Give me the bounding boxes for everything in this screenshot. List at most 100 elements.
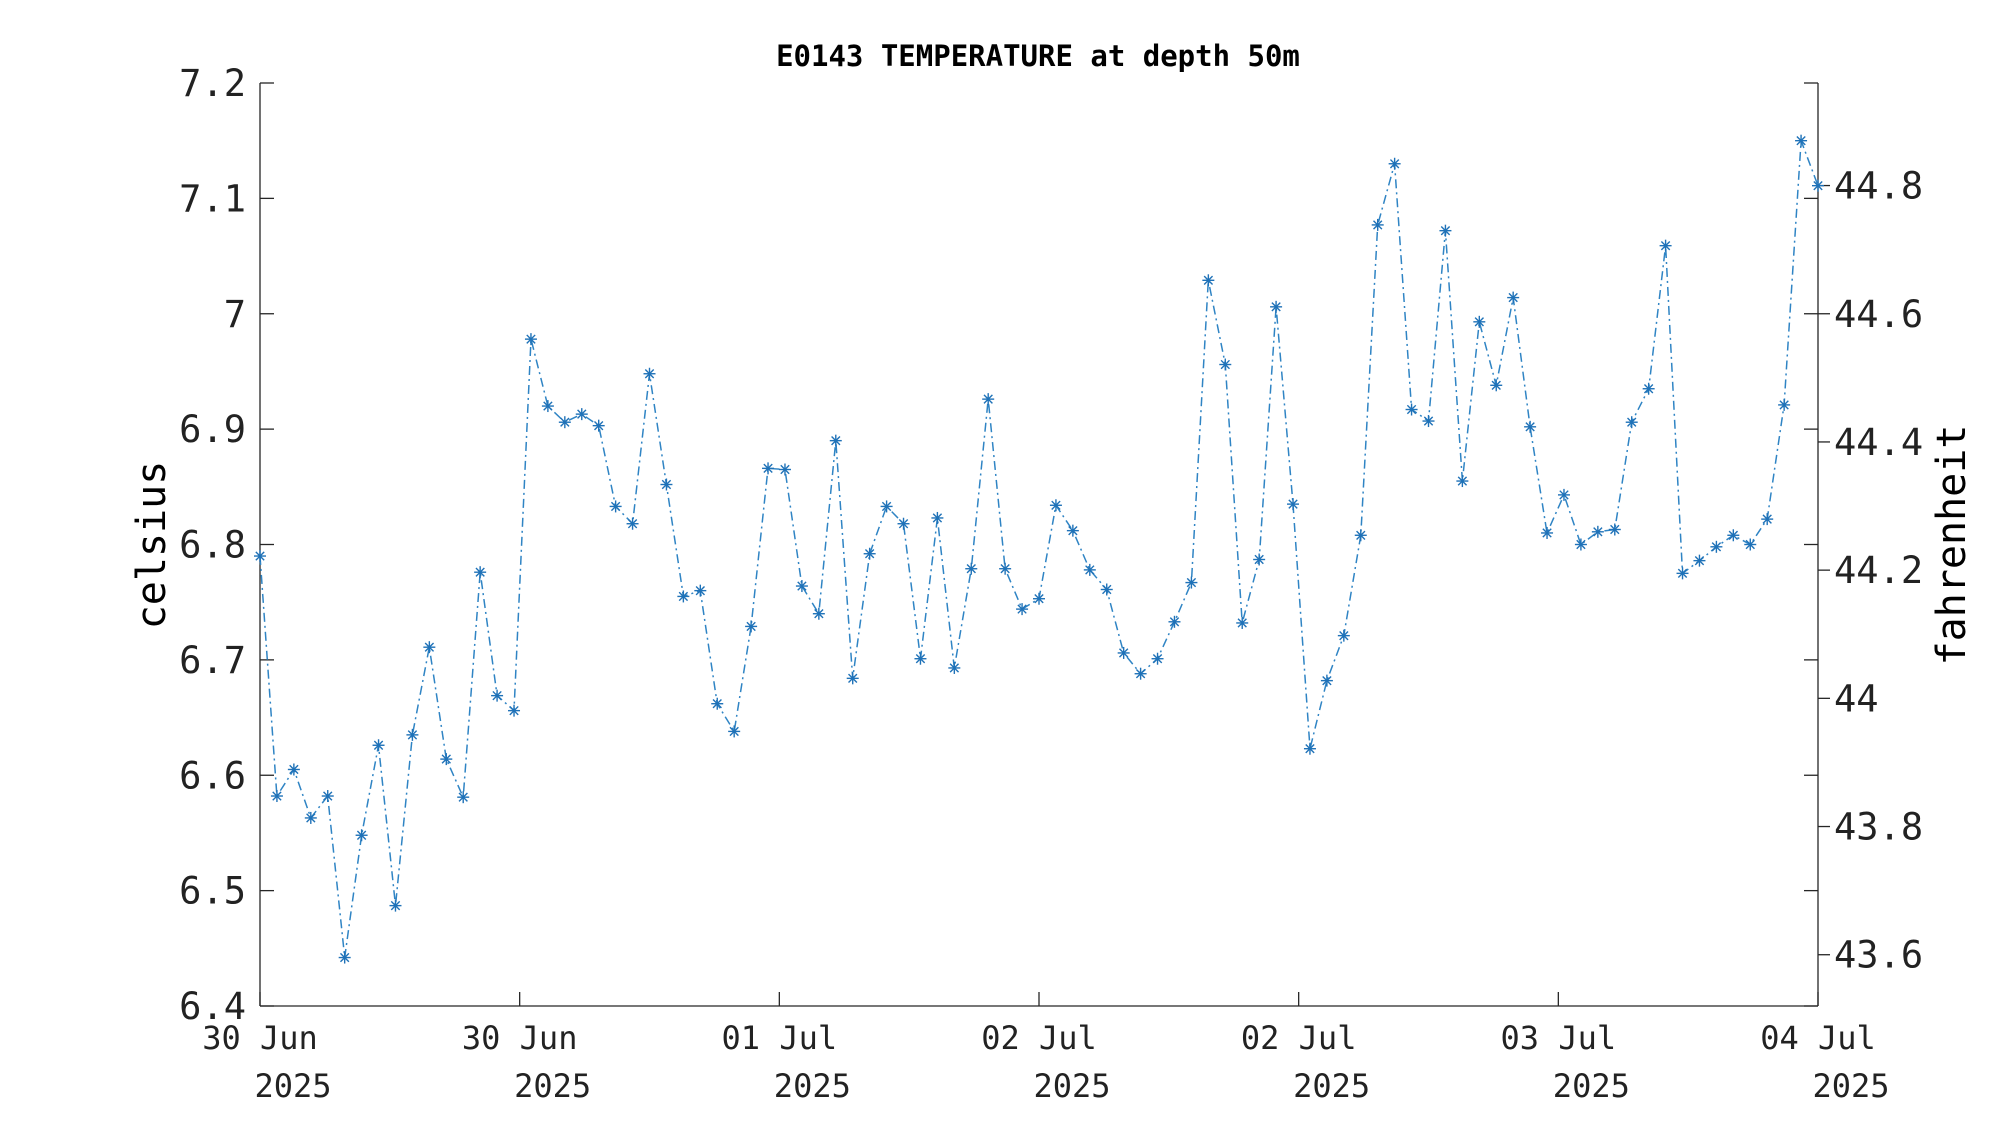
series-line (259, 140, 1819, 958)
data-point (880, 500, 893, 513)
x-tick-label-date: 02 Jul (981, 1019, 1097, 1057)
x-tick-label-date: 30 Jun (202, 1019, 318, 1057)
data-point (1083, 563, 1096, 576)
data-point (1320, 674, 1333, 687)
data-point (745, 620, 758, 633)
data-point (762, 462, 775, 475)
data-point (389, 899, 402, 912)
data-point (643, 367, 656, 380)
y-tick-label: 6.6 (179, 754, 246, 797)
data-point (829, 434, 842, 447)
chart-title: E0143 TEMPERATURE at depth 50m (776, 39, 1300, 73)
data-point (914, 652, 927, 665)
x-tick-label-year: 2025 (1293, 1067, 1370, 1105)
y2-tick-label: 44.4 (1834, 421, 1923, 464)
data-point (304, 811, 317, 824)
x-tick-label-date: 04 Jul (1760, 1019, 1876, 1057)
right-y-ticks: 43.6 43.8 44 44.2 44.4 44.6 44.8 (1818, 165, 1923, 977)
data-point (1066, 524, 1079, 537)
data-point (1151, 652, 1164, 665)
x-tick-label-date: 30 Jun (462, 1019, 578, 1057)
data-point (897, 517, 910, 530)
data-point (1100, 583, 1113, 596)
data-point (812, 607, 825, 620)
data-point (694, 584, 707, 597)
x-tick-label-date: 02 Jul (1241, 1019, 1357, 1057)
data-point (1049, 499, 1062, 512)
y-tick-label: 6.8 (179, 524, 246, 567)
data-point (1168, 615, 1181, 628)
data-point (1642, 382, 1655, 395)
data-point (406, 728, 419, 741)
data-point (1778, 398, 1791, 411)
data-point (660, 478, 673, 491)
y2-tick-label: 43.8 (1834, 806, 1923, 849)
data-point (609, 500, 622, 513)
data-point (948, 661, 961, 674)
x-tick-label-year: 2025 (774, 1067, 851, 1105)
data-point (982, 393, 995, 406)
data-point (1727, 529, 1740, 542)
x-tick-label-date: 01 Jul (722, 1019, 838, 1057)
data-point (254, 550, 266, 563)
y-tick-label: 6.5 (179, 870, 246, 913)
data-point (508, 704, 521, 717)
data-point (711, 697, 724, 710)
data-point (1744, 538, 1757, 551)
data-point (1371, 218, 1384, 231)
data-point (474, 566, 487, 579)
data-point (1337, 629, 1350, 642)
data-point (677, 590, 690, 603)
data-point (1676, 567, 1689, 580)
data-point (1490, 379, 1503, 392)
data-point (846, 672, 859, 685)
y2-tick-label: 44 (1834, 677, 1879, 720)
data-point (931, 511, 944, 524)
data-point (1303, 742, 1316, 755)
data-point (1608, 523, 1621, 536)
data-point (1473, 315, 1486, 328)
data-point (558, 416, 571, 429)
x-tick-label-date: 03 Jul (1501, 1019, 1617, 1057)
y-tick-label: 7 (224, 293, 246, 336)
y2-axis-label: fahrenheit (1929, 425, 1975, 666)
data-point (1761, 513, 1774, 526)
data-point (1439, 224, 1452, 237)
data-point (1795, 134, 1808, 147)
data-point (1253, 553, 1266, 566)
data-point (1236, 616, 1249, 629)
data-point (355, 829, 368, 842)
data-point (1287, 498, 1300, 511)
data-point (1524, 420, 1537, 433)
y-tick-label: 6.7 (179, 639, 246, 682)
data-point (1016, 603, 1029, 616)
data-point (575, 408, 588, 421)
x-tick-label-year: 2025 (1033, 1067, 1110, 1105)
data-point (999, 562, 1012, 575)
temperature-series (254, 134, 1824, 964)
data-point (1574, 538, 1587, 551)
data-point (1219, 358, 1232, 371)
y2-tick-label: 43.6 (1834, 934, 1923, 977)
data-point (592, 419, 605, 432)
data-point (1354, 529, 1367, 542)
y-tick-label: 6.9 (179, 408, 246, 451)
data-point (541, 400, 554, 413)
data-point (321, 790, 334, 803)
x-tick-label-year: 2025 (1812, 1067, 1889, 1105)
data-point (965, 562, 978, 575)
x-tick-label-year: 2025 (1553, 1067, 1630, 1105)
data-point (287, 763, 300, 776)
y-tick-label: 6.4 (179, 985, 246, 1028)
y-axis-label: celsius (129, 461, 175, 630)
data-point (1557, 488, 1570, 501)
data-point (778, 463, 791, 476)
data-point (1625, 416, 1638, 429)
data-point (423, 641, 436, 654)
data-point (1693, 554, 1706, 567)
data-point (524, 333, 537, 346)
data-point (1270, 300, 1283, 313)
data-point (1185, 576, 1198, 589)
data-point (1456, 475, 1469, 488)
data-point (1422, 415, 1435, 428)
